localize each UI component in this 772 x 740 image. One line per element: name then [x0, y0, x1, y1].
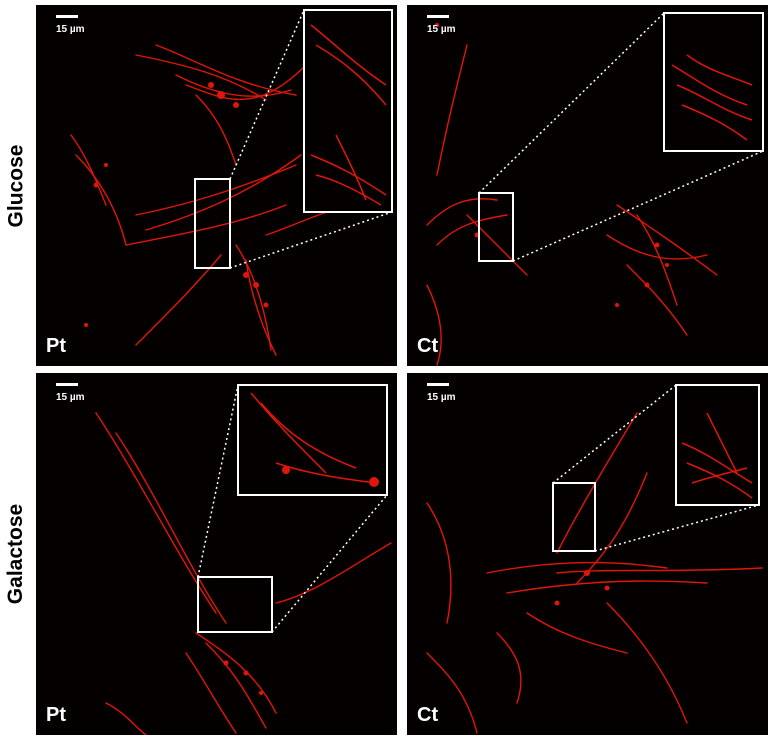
sample-label: Ct: [417, 335, 439, 357]
mitochondria-image: [426, 412, 763, 734]
row-label-galactose: Galactose: [4, 503, 28, 605]
scale-bar: 15 µm: [427, 15, 456, 35]
mitochondria-image: [95, 412, 392, 735]
mitochondria-image: [70, 44, 387, 356]
mitochondria-image: [426, 23, 718, 366]
sample-label: Pt: [46, 335, 66, 357]
scale-bar: 15 µm: [427, 383, 456, 403]
scale-bar: 15 µm: [56, 15, 85, 35]
row-label-glucose: Glucose: [4, 144, 27, 227]
micrograph-galactose-pt: 15 µm Pt: [36, 373, 397, 735]
scale-bar: 15 µm: [56, 383, 85, 403]
sample-label: Pt: [46, 704, 66, 726]
micrograph-glucose-pt: 15 µm Pt: [36, 5, 397, 366]
micrograph-glucose-ct: 15 µm Ct: [407, 5, 768, 366]
micrograph-galactose-ct: 15 µm Ct: [407, 373, 768, 735]
sample-label: Ct: [417, 704, 439, 726]
